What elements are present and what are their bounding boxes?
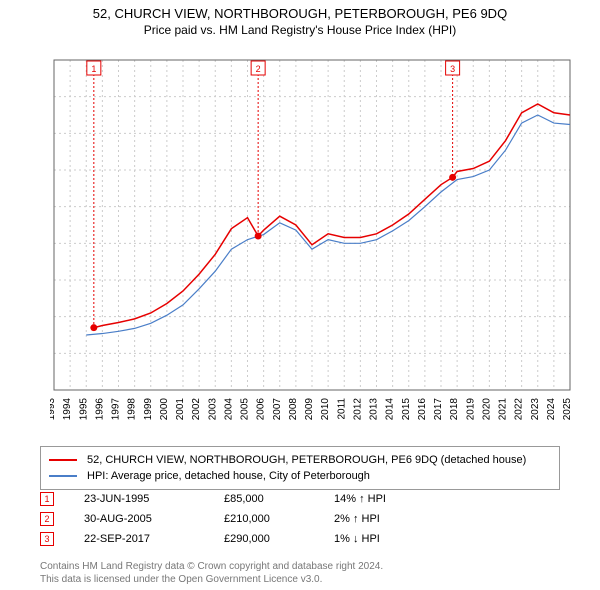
svg-text:2006: 2006 <box>256 398 267 420</box>
svg-text:1999: 1999 <box>143 398 154 420</box>
chart-title-subtitle: Price paid vs. HM Land Registry's House … <box>0 23 600 37</box>
footer-line1: Contains HM Land Registry data © Crown c… <box>40 560 383 573</box>
transaction-marker: 2 <box>40 512 54 526</box>
transaction-price: £290,000 <box>224 533 334 545</box>
svg-text:2012: 2012 <box>352 398 363 420</box>
transaction-date: 30-AUG-2005 <box>84 513 224 525</box>
svg-text:2016: 2016 <box>417 398 428 420</box>
chart-title-address: 52, CHURCH VIEW, NORTHBOROUGH, PETERBORO… <box>0 6 600 21</box>
svg-text:1: 1 <box>91 64 96 74</box>
svg-text:1997: 1997 <box>111 398 122 420</box>
svg-text:2005: 2005 <box>240 398 251 420</box>
footer-attribution: Contains HM Land Registry data © Crown c… <box>40 560 383 586</box>
svg-text:2000: 2000 <box>159 398 170 420</box>
legend-item: HPI: Average price, detached house, City… <box>49 468 551 484</box>
svg-text:2022: 2022 <box>514 398 525 420</box>
transaction-diff: 2% ↑ HPI <box>334 513 454 525</box>
svg-text:2017: 2017 <box>433 398 444 420</box>
transaction-diff: 1% ↓ HPI <box>334 533 454 545</box>
svg-text:2003: 2003 <box>207 398 218 420</box>
transaction-date: 23-JUN-1995 <box>84 493 224 505</box>
transaction-price: £210,000 <box>224 513 334 525</box>
transaction-price: £85,000 <box>224 493 334 505</box>
legend-label: HPI: Average price, detached house, City… <box>87 470 370 482</box>
title-block: 52, CHURCH VIEW, NORTHBOROUGH, PETERBORO… <box>0 0 600 37</box>
svg-text:2023: 2023 <box>530 398 541 420</box>
legend-label: 52, CHURCH VIEW, NORTHBOROUGH, PETERBORO… <box>87 454 526 466</box>
transaction-date: 22-SEP-2017 <box>84 533 224 545</box>
svg-text:2011: 2011 <box>336 398 347 420</box>
legend-swatch <box>49 459 77 461</box>
svg-text:2010: 2010 <box>320 398 331 420</box>
series-property <box>94 104 570 328</box>
svg-text:1998: 1998 <box>127 398 138 420</box>
transaction-diff: 14% ↑ HPI <box>334 493 454 505</box>
svg-text:2001: 2001 <box>175 398 186 420</box>
transaction-row: 1 23-JUN-1995£85,00014% ↑ HPI <box>40 490 560 508</box>
svg-text:2021: 2021 <box>498 398 509 420</box>
svg-text:2013: 2013 <box>369 398 380 420</box>
transaction-marker: 1 <box>40 492 54 506</box>
svg-text:2: 2 <box>256 64 261 74</box>
svg-text:2015: 2015 <box>401 398 412 420</box>
svg-text:2004: 2004 <box>223 398 234 420</box>
svg-text:3: 3 <box>450 64 455 74</box>
line-chart: £0£50K£100K£150K£200K£250K£300K£350K£400… <box>50 50 580 420</box>
svg-text:2020: 2020 <box>481 398 492 420</box>
legend-swatch <box>49 475 77 477</box>
legend: 52, CHURCH VIEW, NORTHBOROUGH, PETERBORO… <box>40 446 560 490</box>
svg-text:2025: 2025 <box>562 398 573 420</box>
chart-container: 52, CHURCH VIEW, NORTHBOROUGH, PETERBORO… <box>0 0 600 590</box>
svg-text:2014: 2014 <box>385 398 396 420</box>
footer-line2: This data is licensed under the Open Gov… <box>40 573 383 586</box>
svg-text:2002: 2002 <box>191 398 202 420</box>
transaction-row: 2 30-AUG-2005£210,0002% ↑ HPI <box>40 510 560 528</box>
transaction-marker: 3 <box>40 532 54 546</box>
svg-text:1996: 1996 <box>94 398 105 420</box>
legend-item: 52, CHURCH VIEW, NORTHBOROUGH, PETERBORO… <box>49 452 551 468</box>
svg-text:1993: 1993 <box>50 398 57 420</box>
svg-text:2018: 2018 <box>449 398 460 420</box>
svg-text:1994: 1994 <box>62 398 73 420</box>
transactions-table: 1 23-JUN-1995£85,00014% ↑ HPI 2 30-AUG-2005… <box>40 490 560 550</box>
svg-text:2008: 2008 <box>288 398 299 420</box>
svg-text:2019: 2019 <box>465 398 476 420</box>
svg-text:2009: 2009 <box>304 398 315 420</box>
svg-text:2007: 2007 <box>272 398 283 420</box>
transaction-row: 3 22-SEP-2017£290,0001% ↓ HPI <box>40 530 560 548</box>
svg-text:1995: 1995 <box>78 398 89 420</box>
svg-text:2024: 2024 <box>546 398 557 420</box>
